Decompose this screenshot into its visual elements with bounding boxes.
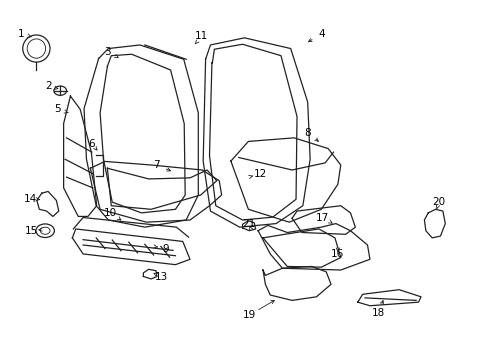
Text: 19: 19 <box>242 310 255 320</box>
Text: 4: 4 <box>317 29 324 39</box>
Text: 17: 17 <box>315 212 328 222</box>
Text: 7: 7 <box>152 160 159 170</box>
Text: 15: 15 <box>25 226 38 236</box>
Text: 11: 11 <box>195 31 208 41</box>
Text: 21: 21 <box>241 219 255 229</box>
Text: 2: 2 <box>46 81 52 91</box>
Text: 6: 6 <box>88 139 95 149</box>
Text: 20: 20 <box>431 197 445 207</box>
Text: 16: 16 <box>330 249 344 259</box>
Text: 18: 18 <box>371 308 384 318</box>
Text: 1: 1 <box>18 28 24 39</box>
Text: 10: 10 <box>104 208 117 218</box>
Text: 8: 8 <box>304 128 310 138</box>
Text: 5: 5 <box>54 104 61 114</box>
Text: 14: 14 <box>24 194 37 203</box>
Text: 13: 13 <box>155 272 168 282</box>
Text: 3: 3 <box>104 47 110 57</box>
Text: 12: 12 <box>253 168 266 179</box>
Text: 9: 9 <box>162 244 169 253</box>
